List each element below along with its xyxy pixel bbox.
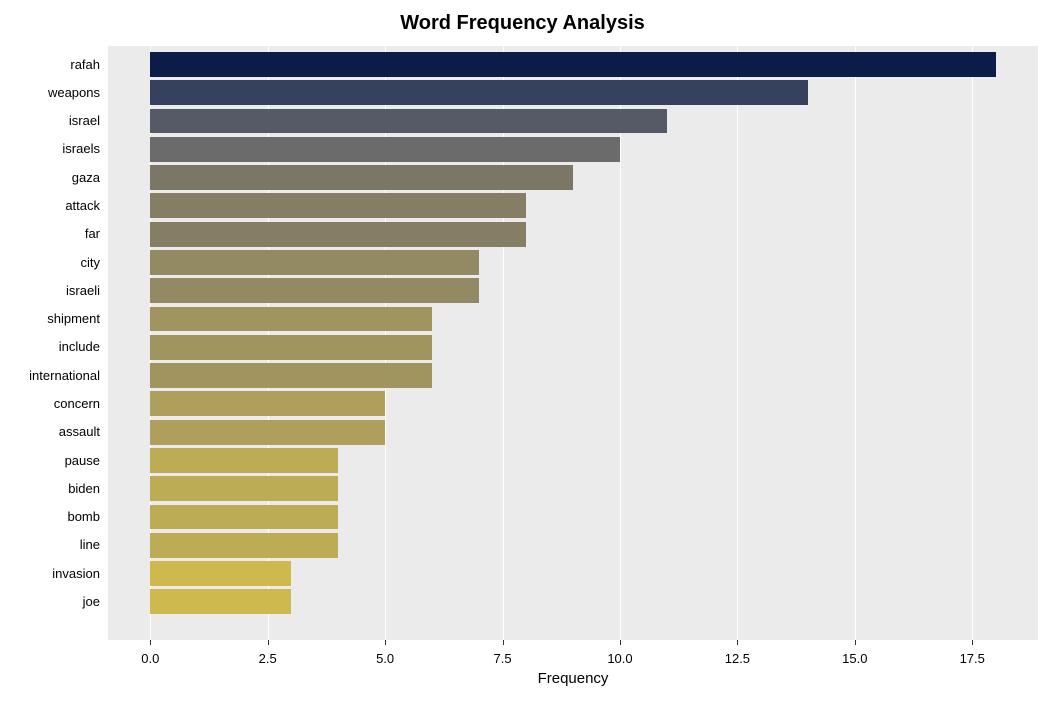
bar [150,335,432,360]
bar [150,109,667,134]
y-tick-label: invasion [52,566,100,581]
chart-container: Word Frequency Analysis Frequency 0.0 2.5… [0,0,1045,701]
y-tick-label: assault [59,424,100,439]
bar [150,391,385,416]
x-tick-label: 15.0 [842,651,867,666]
chart-title: Word Frequency Analysis [0,12,1045,35]
bar [150,363,432,388]
y-tick-label: far [85,226,100,241]
x-tick-label: 17.5 [960,651,985,666]
y-tick-label: joe [83,594,100,609]
y-tick-label: israel [69,113,100,128]
grid-line [972,46,973,640]
x-tick [503,640,504,645]
bar [150,222,526,247]
y-tick-label: international [29,368,100,383]
x-tick-label: 5.0 [376,651,394,666]
bar [150,589,291,614]
bar [150,250,479,275]
y-tick-label: pause [65,453,100,468]
y-tick-label: bomb [67,509,100,524]
bar [150,307,432,332]
bar [150,193,526,218]
y-tick-label: include [59,339,100,354]
y-tick-label: attack [65,198,100,213]
bar [150,476,338,501]
x-tick [385,640,386,645]
y-tick-label: line [80,537,100,552]
x-tick [855,640,856,645]
y-tick-label: concern [54,396,100,411]
grid-line [620,46,621,640]
bar [150,278,479,303]
y-tick-label: biden [68,481,100,496]
grid-line [737,46,738,640]
x-tick-label: 12.5 [725,651,750,666]
bar [150,420,385,445]
y-tick-label: rafah [70,57,100,72]
x-tick [620,640,621,645]
x-tick [150,640,151,645]
bar [150,80,808,105]
y-tick-label: israels [62,141,100,156]
x-axis-title: Frequency [108,670,1038,687]
bar [150,448,338,473]
bar [150,165,573,190]
y-tick-label: shipment [47,311,100,326]
x-tick-label: 2.5 [259,651,277,666]
grid-line [855,46,856,640]
bar [150,52,995,77]
x-tick-label: 0.0 [141,651,159,666]
x-tick-label: 10.0 [607,651,632,666]
bar [150,561,291,586]
bar [150,533,338,558]
x-tick-label: 7.5 [493,651,511,666]
x-tick [737,640,738,645]
plot-area [108,46,1038,640]
y-tick-label: gaza [72,170,100,185]
y-tick-label: israeli [66,283,100,298]
y-tick-label: city [81,255,101,270]
bar [150,137,620,162]
bar [150,505,338,530]
y-tick-label: weapons [48,85,100,100]
x-tick [972,640,973,645]
grid-line [503,46,504,640]
x-tick [268,640,269,645]
